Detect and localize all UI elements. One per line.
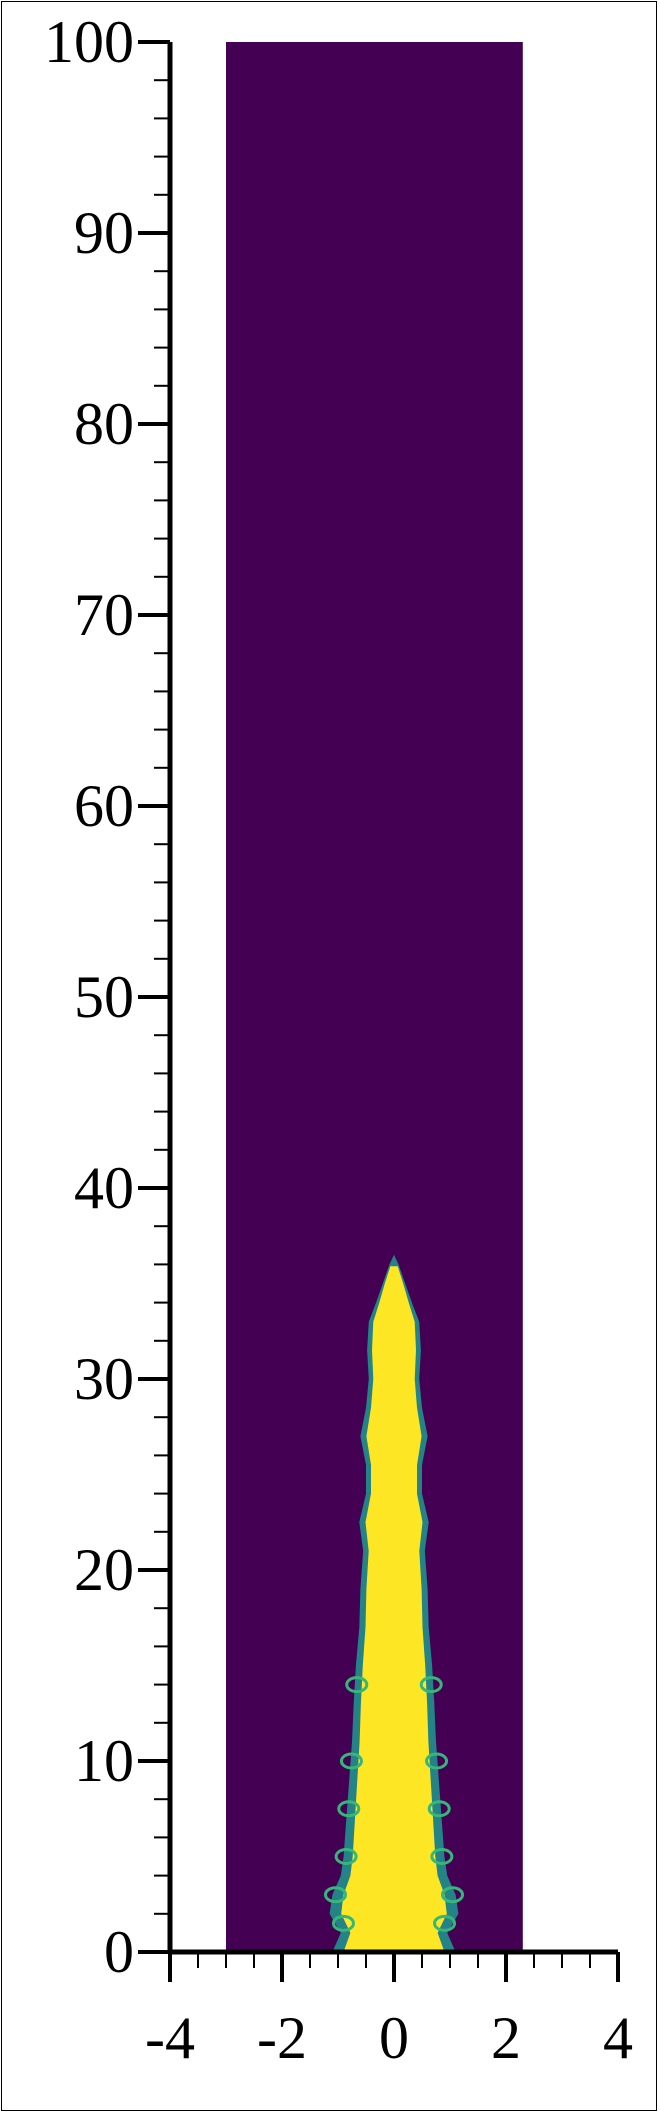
x-tick-label: -4 (145, 2005, 195, 2071)
x-tick-label: -2 (257, 2005, 307, 2071)
x-tick-label: 4 (603, 2005, 633, 2071)
plume-eddy (441, 1886, 465, 1904)
y-tick-label: 100 (44, 9, 134, 75)
x-tick-label: 2 (491, 2005, 521, 2071)
y-tick-label: 20 (74, 1537, 134, 1603)
y-tick-label: 40 (74, 1155, 134, 1221)
plume-eddy (425, 1752, 449, 1770)
plume-eddy (419, 1676, 443, 1694)
y-tick-label: 50 (74, 964, 134, 1030)
y-tick-label: 0 (104, 1919, 134, 1985)
plume-core (341, 1266, 447, 1952)
y-tick-label: 10 (74, 1728, 134, 1794)
plume-eddy (334, 1848, 358, 1865)
plume-eddy (430, 1848, 454, 1865)
plume-eddy (331, 1914, 355, 1932)
y-tick-label: 80 (74, 391, 134, 457)
plume-eddy (433, 1914, 457, 1932)
x-tick-label: 0 (379, 2005, 409, 2071)
y-tick-label: 30 (74, 1346, 134, 1412)
plume-eddy (427, 1800, 451, 1818)
plume-eddy (339, 1752, 363, 1770)
plume-eddy (345, 1676, 369, 1694)
y-tick-label: 70 (74, 582, 134, 648)
plume-eddy (323, 1886, 347, 1904)
y-tick-label: 90 (74, 200, 134, 266)
plume-eddy (337, 1800, 361, 1818)
y-tick-label: 60 (74, 773, 134, 839)
